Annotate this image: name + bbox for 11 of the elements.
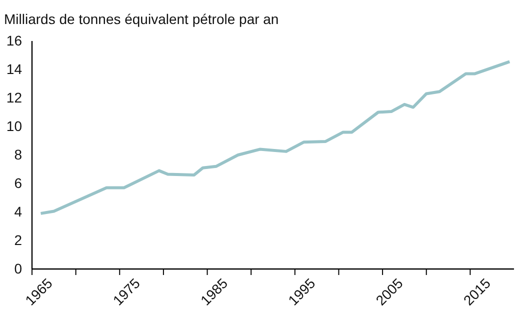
y-tick-label: 12	[6, 89, 22, 106]
y-tick-label: 6	[14, 174, 22, 191]
y-axis-title: Milliards de tonnes équivalent pétrole par an	[4, 11, 279, 27]
line-series	[39, 60, 512, 215]
y-tick-label: 2	[14, 232, 22, 248]
y-tick-label: 10	[6, 118, 22, 134]
y-tick-label: 8	[14, 146, 22, 162]
y-tick-label: 16	[6, 32, 22, 48]
y-tick-label: 14	[6, 60, 22, 77]
y-tick-label: 4	[14, 203, 22, 220]
y-tick-label: 0	[14, 260, 22, 276]
